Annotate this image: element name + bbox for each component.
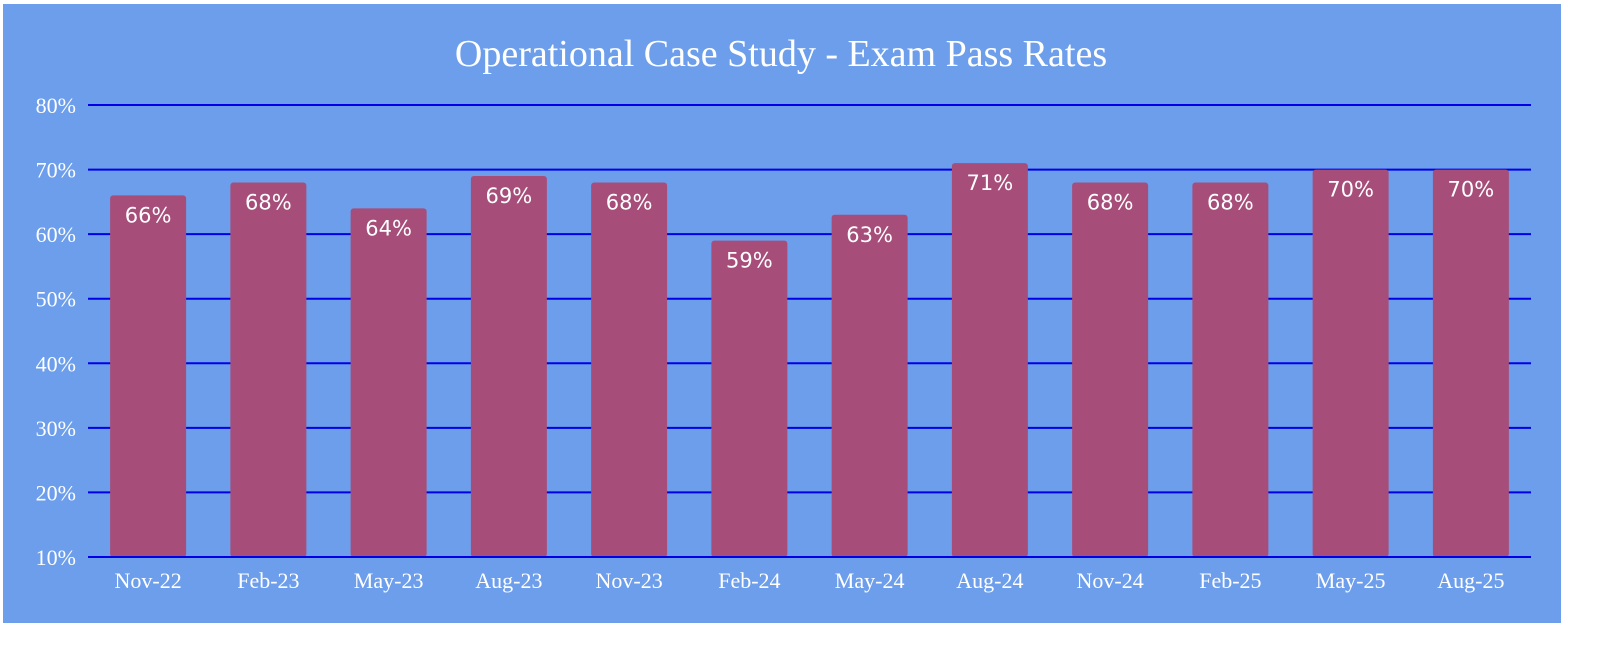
x-tick-label: Feb-23 xyxy=(237,568,299,593)
bar-data-label: 59% xyxy=(726,249,773,273)
bar xyxy=(230,182,307,557)
bar xyxy=(350,208,427,558)
x-tick-label: May-23 xyxy=(354,568,424,593)
bar-data-label: 64% xyxy=(365,216,412,240)
x-tick-label: Nov-23 xyxy=(596,568,663,593)
bar-data-label: 68% xyxy=(1207,190,1254,214)
bar xyxy=(591,182,668,557)
bar-data-label: 70% xyxy=(1327,178,1374,202)
bar-data-label: 68% xyxy=(606,190,653,214)
data-labels: 66% 68% 64% 69% 68% 59% 63% 71% 68% 68% 70% 70% xyxy=(125,171,1494,272)
y-tick-label: 50% xyxy=(36,287,76,312)
x-tick-label: Nov-22 xyxy=(115,568,182,593)
x-tick-label: May-24 xyxy=(835,568,905,593)
bar-data-label: 69% xyxy=(486,184,533,208)
x-tick-label: Aug-25 xyxy=(1437,568,1504,593)
chart-title: Operational Case Study - Exam Pass Rates xyxy=(455,33,1107,75)
bar-data-label: 66% xyxy=(125,203,172,227)
bar xyxy=(1072,182,1149,557)
bar xyxy=(831,214,908,557)
y-axis: 10% 20% 30% 40% 50% 60% 70% 80% xyxy=(36,93,76,570)
bar xyxy=(1192,182,1269,557)
y-tick-label: 70% xyxy=(36,158,76,183)
y-tick-label: 40% xyxy=(36,351,76,376)
bar-data-label: 63% xyxy=(846,223,893,247)
x-tick-label: Aug-24 xyxy=(956,568,1023,593)
y-tick-label: 30% xyxy=(36,416,76,441)
y-tick-label: 60% xyxy=(36,222,76,247)
y-tick-label: 20% xyxy=(36,480,76,505)
y-tick-label: 10% xyxy=(36,545,76,570)
x-tick-label: Nov-24 xyxy=(1077,568,1144,593)
bar xyxy=(1432,169,1509,558)
bar-data-label: 71% xyxy=(967,171,1014,195)
bar-data-label: 70% xyxy=(1448,178,1495,202)
y-tick-label: 80% xyxy=(36,93,76,118)
bar xyxy=(470,176,547,557)
bar xyxy=(711,240,788,557)
x-tick-label: May-25 xyxy=(1316,568,1386,593)
x-tick-label: Aug-23 xyxy=(475,568,542,593)
bar-data-label: 68% xyxy=(1087,190,1134,214)
bar xyxy=(110,195,187,557)
bar-data-label: 68% xyxy=(245,190,292,214)
bars xyxy=(110,163,1509,558)
bar xyxy=(951,163,1028,557)
x-tick-label: Feb-24 xyxy=(718,568,780,593)
x-tick-label: Feb-25 xyxy=(1199,568,1261,593)
bar xyxy=(1312,169,1389,558)
x-axis: Nov-22 Feb-23 May-23 Aug-23 Nov-23 Feb-24 May-… xyxy=(88,556,1531,593)
